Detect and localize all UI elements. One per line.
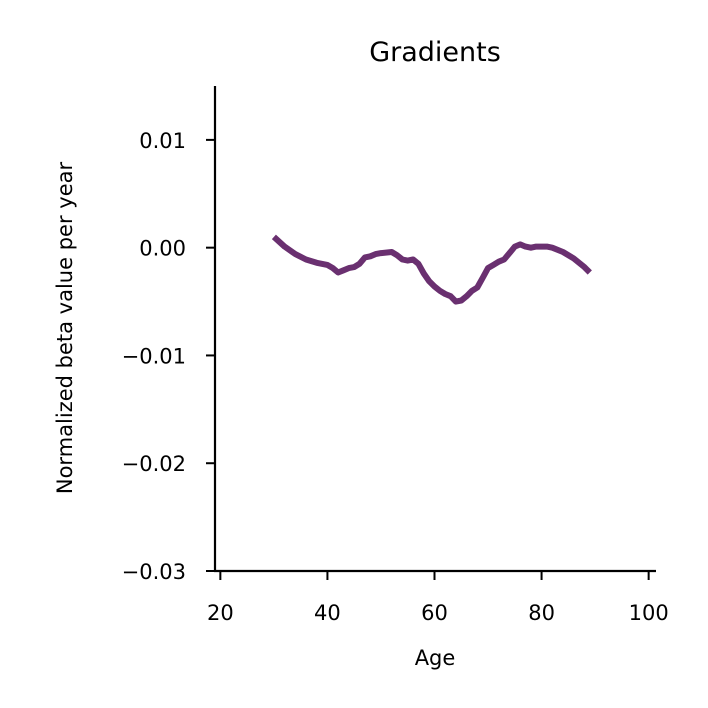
y-tick-label: −0.01: [122, 344, 186, 368]
y-tick-label: 0.00: [139, 237, 186, 261]
y-tick-label: −0.03: [122, 560, 186, 584]
series-layer: [271, 234, 592, 305]
chart-title: Gradients: [369, 37, 501, 68]
x-axis-label: Age: [415, 646, 456, 670]
series-line: [271, 234, 592, 305]
y-axis-label: Normalized beta value per year: [53, 162, 77, 495]
x-tick-label: 40: [314, 601, 341, 625]
x-ticks: 20 40 60 80 100: [207, 571, 669, 625]
x-tick-label: 80: [528, 601, 555, 625]
y-tick-label: −0.02: [122, 452, 186, 476]
y-tick-label: 0.01: [139, 129, 186, 153]
y-ticks: 0.01 0.00 −0.01 −0.02 −0.03: [122, 129, 215, 584]
x-tick-label: 20: [207, 601, 234, 625]
x-tick-label: 100: [629, 601, 669, 625]
x-tick-label: 60: [421, 601, 448, 625]
